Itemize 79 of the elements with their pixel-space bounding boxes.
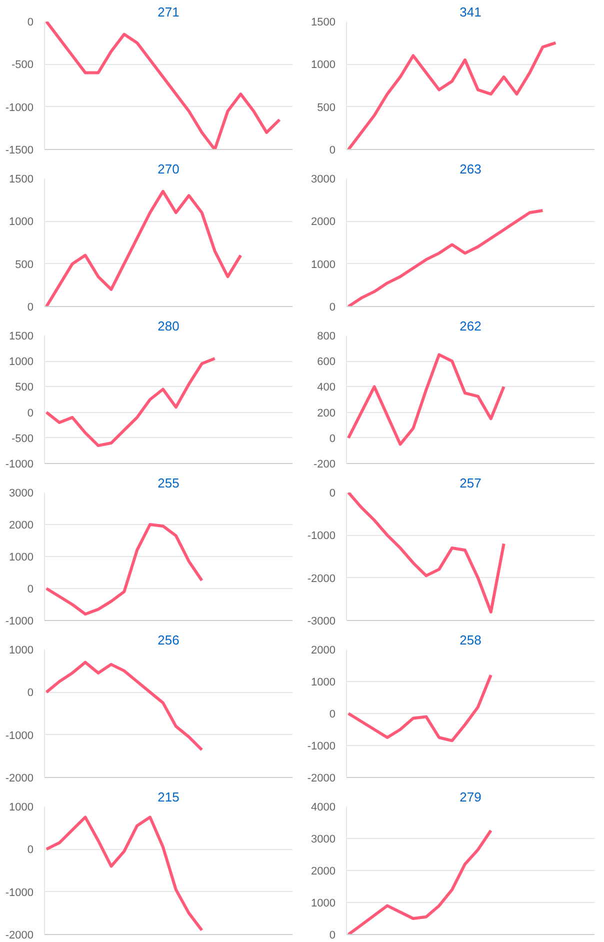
line-series — [346, 829, 492, 934]
line-series — [44, 190, 242, 306]
y-tick-label: 600 — [317, 356, 336, 368]
y-tick-label: -1000 — [307, 530, 336, 542]
y-tick-label: 1000 — [9, 802, 34, 814]
y-tick-label: 2000 — [311, 866, 336, 878]
y-tick-label: 1000 — [9, 644, 34, 656]
chart-title: 215 — [158, 790, 180, 804]
y-tick-label: 3000 — [311, 174, 336, 186]
y-tick-label: -1000 — [5, 458, 34, 470]
y-tick-label: -200 — [313, 458, 336, 470]
line-series — [346, 209, 544, 306]
y-tick-label: -1500 — [5, 144, 34, 156]
y-tick-label: 0 — [329, 302, 336, 314]
chart-title: 263 — [460, 162, 482, 176]
y-tick-label: 0 — [329, 144, 336, 156]
y-tick-label: -1000 — [5, 886, 34, 899]
y-tick-label: 800 — [317, 330, 336, 342]
y-tick-label: 0 — [329, 708, 336, 720]
y-tick-label: -1000 — [5, 102, 34, 114]
line-series — [346, 41, 558, 150]
y-tick-label: 500 — [15, 258, 34, 271]
chart-title: 256 — [158, 632, 180, 648]
y-tick-label: 1000 — [9, 216, 34, 228]
line-series — [44, 22, 282, 150]
y-tick-label: -2000 — [307, 772, 336, 784]
y-tick-label: 0 — [27, 407, 34, 420]
y-tick-label: 1000 — [311, 59, 336, 72]
y-tick-label: 1500 — [9, 174, 34, 186]
y-tick-label: -2000 — [307, 572, 336, 585]
chart-title: 262 — [460, 318, 482, 334]
y-tick-label: 400 — [317, 382, 336, 394]
y-tick-label: 0 — [27, 584, 34, 596]
y-tick-label: -500 — [11, 59, 34, 72]
y-tick-label: 3000 — [9, 488, 34, 500]
y-tick-label: 0 — [27, 16, 34, 28]
y-tick-label: 1500 — [311, 16, 336, 28]
line-series — [44, 523, 204, 616]
chart-title: 270 — [158, 162, 180, 176]
chart-title: 257 — [460, 476, 482, 490]
line-series — [346, 674, 492, 742]
chart-title: 258 — [460, 632, 482, 648]
y-tick-label: 1000 — [311, 898, 336, 910]
y-tick-label: -2000 — [5, 930, 34, 942]
line-series — [44, 816, 204, 932]
chart-title: 271 — [158, 4, 180, 20]
y-tick-label: 2000 — [9, 520, 34, 532]
y-tick-label: 4000 — [311, 802, 336, 814]
y-tick-label: 0 — [27, 302, 34, 314]
line-series — [346, 492, 506, 614]
y-tick-label: 0 — [27, 844, 34, 856]
y-tick-label: 0 — [27, 687, 34, 700]
y-tick-label: 1000 — [311, 258, 336, 271]
line-series — [44, 357, 216, 448]
chart-title: 279 — [460, 790, 482, 804]
y-tick-label: 500 — [15, 382, 34, 394]
y-tick-label: -1000 — [307, 740, 336, 752]
y-tick-label: -2000 — [5, 772, 34, 784]
y-tick-label: -1000 — [5, 730, 34, 742]
y-tick-label: 0 — [329, 488, 336, 500]
chart-title: 341 — [460, 4, 482, 20]
y-tick-label: 2000 — [311, 644, 336, 656]
line-series — [346, 353, 506, 446]
y-tick-label: -500 — [11, 432, 34, 445]
y-tick-label: 500 — [317, 102, 336, 114]
y-tick-label: -3000 — [307, 616, 336, 628]
y-tick-label: 0 — [329, 930, 336, 942]
y-tick-label: 3000 — [311, 834, 336, 846]
y-tick-label: 2000 — [311, 216, 336, 228]
y-tick-label: 200 — [317, 407, 336, 420]
y-tick-label: 1000 — [311, 676, 336, 688]
y-tick-label: 0 — [329, 432, 336, 445]
y-tick-label: 1000 — [9, 356, 34, 368]
line-series — [44, 660, 204, 752]
chart-title: 280 — [158, 318, 180, 334]
chart-title: 255 — [158, 476, 180, 490]
y-tick-label: 1500 — [9, 330, 34, 342]
y-tick-label: -1000 — [5, 616, 34, 628]
y-tick-label: 1000 — [9, 552, 34, 564]
